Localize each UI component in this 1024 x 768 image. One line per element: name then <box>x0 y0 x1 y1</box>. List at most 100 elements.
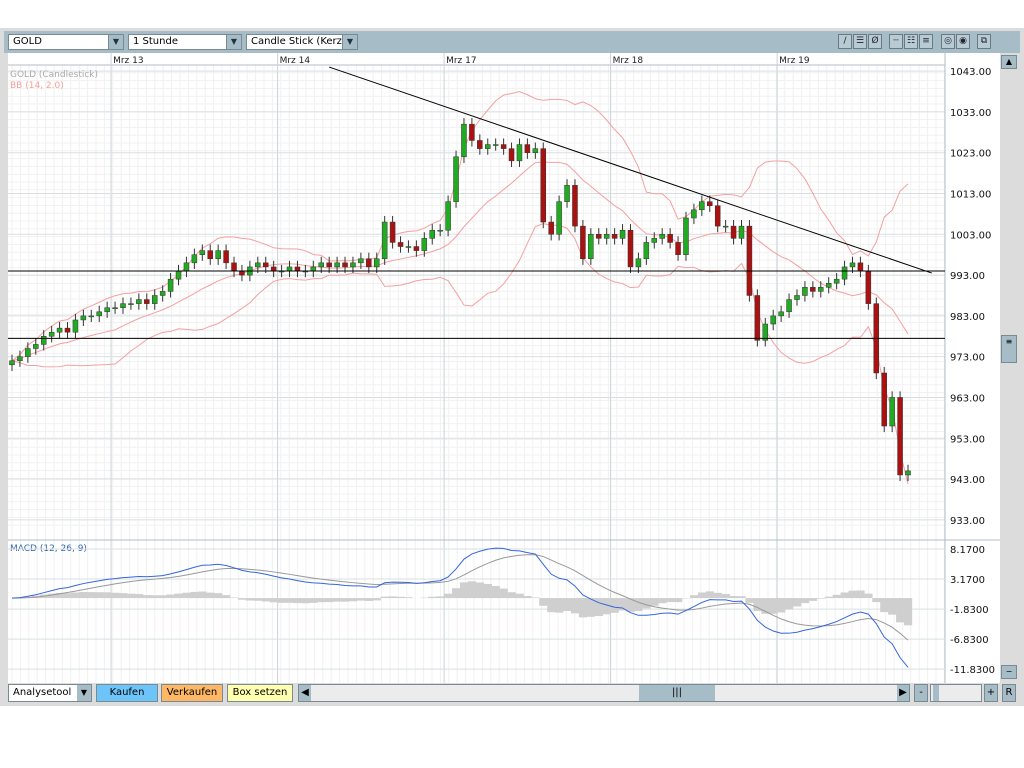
macd-histogram-bar <box>634 598 643 612</box>
candle <box>437 229 443 232</box>
macd-histogram-bar <box>182 592 191 599</box>
globe-icon[interactable]: ◉ <box>956 34 970 49</box>
date-header <box>8 53 945 65</box>
candle <box>48 331 55 337</box>
macd-histogram-bar <box>705 591 714 599</box>
candle <box>849 262 856 268</box>
bottom-bar: Analysetool ▼ Kaufen Verkaufen Box setzen… <box>8 684 1018 704</box>
macd-histogram-bar <box>753 598 762 611</box>
candle <box>897 397 903 476</box>
macd-histogram-bar <box>142 595 151 599</box>
reset-button[interactable]: R <box>1002 684 1016 702</box>
macd-histogram-bar <box>563 598 572 611</box>
macd-histogram-bar <box>309 598 318 603</box>
macd-histogram-bar <box>126 593 136 599</box>
scroll-thumb[interactable]: ≡ <box>1001 335 1017 363</box>
zoom-out-button[interactable]: - <box>914 684 928 702</box>
grid-dashed-icon[interactable]: ☷ <box>904 34 918 49</box>
macd-histogram-bar <box>507 592 516 599</box>
scroll-thumb[interactable]: ||| <box>639 685 715 701</box>
candle <box>865 270 872 304</box>
candle <box>580 225 586 260</box>
macd-histogram-bar <box>713 592 722 599</box>
candle <box>643 242 650 260</box>
macd-histogram-bar <box>785 598 794 610</box>
candle <box>500 144 507 149</box>
macd-histogram-bar <box>166 594 175 599</box>
scroll-left-icon[interactable]: ◀ <box>299 685 311 701</box>
candle <box>667 234 673 243</box>
bb-middle <box>11 161 909 362</box>
horizontal-scrollbar[interactable]: ◀ ||| ▶ <box>298 684 910 702</box>
candle <box>159 291 166 296</box>
interval-select[interactable]: 1 Stunde ▼ <box>128 34 242 50</box>
zoom-in-button[interactable]: + <box>984 684 998 702</box>
zoom-slider-thumb[interactable] <box>933 685 939 701</box>
macd-histogram-bar <box>650 598 659 606</box>
macd-histogram-bar <box>737 596 746 599</box>
fib-tool-icon[interactable]: ☰ <box>853 34 867 49</box>
scroll-right-icon[interactable]: ▶ <box>897 685 909 701</box>
macd-histogram-bar <box>777 598 786 613</box>
grid-dotted-icon[interactable]: ┄ <box>889 34 903 49</box>
candle <box>603 234 610 239</box>
chart-area[interactable]: Mrz 13 Mrz 14 Mrz 17 Mrz 18 Mrz 19 1043.00 103… <box>8 53 1000 683</box>
buy-button[interactable]: Kaufen <box>96 684 158 702</box>
scroll-minus-icon[interactable]: − <box>1001 665 1017 679</box>
chart-svg[interactable]: Mrz 13 Mrz 14 Mrz 17 Mrz 18 Mrz 19 1043.00 103… <box>8 53 1000 683</box>
chevron-down-icon[interactable]: ▼ <box>77 685 91 701</box>
macd-histogram-bar <box>356 598 366 601</box>
candle <box>429 229 435 239</box>
macd-histogram-bar <box>467 581 477 599</box>
macd-histogram-bar <box>396 596 405 599</box>
macd-histogram-bar <box>364 598 374 601</box>
sell-button[interactable]: Verkaufen <box>161 684 223 702</box>
macd-histogram-bar <box>578 598 588 618</box>
chevron-down-icon[interactable]: ▼ <box>342 35 357 49</box>
candle <box>144 299 150 304</box>
candle <box>825 282 832 288</box>
bb-upper <box>11 90 909 362</box>
price-tick: 1013.00 <box>950 189 991 200</box>
candle <box>64 327 71 333</box>
candle <box>294 266 301 272</box>
macd-histogram-bar <box>87 592 96 599</box>
chart-type-select[interactable]: Candle Stick (Kerze ▼ <box>246 34 358 50</box>
channel-tool-icon[interactable]: Ø <box>868 34 882 49</box>
macd-histogram-bar <box>800 598 810 604</box>
candle <box>33 344 39 349</box>
candle <box>659 234 665 239</box>
candle <box>818 287 824 292</box>
candle <box>889 397 895 427</box>
vertical-scrollbar[interactable]: ▲ ≡ − <box>1001 53 1017 683</box>
zoom-slider[interactable] <box>930 684 982 702</box>
grid-solid-icon[interactable]: ≡ <box>919 34 933 49</box>
chevron-down-icon[interactable]: ▼ <box>108 35 123 49</box>
box-button[interactable]: Box setzen <box>227 684 293 702</box>
candle <box>151 295 158 304</box>
analysis-tool-select[interactable]: Analysetool ▼ <box>8 684 92 702</box>
macd-histogram-bar <box>515 593 524 599</box>
macd-histogram-bar <box>63 593 72 599</box>
macd-histogram-bar <box>380 596 389 599</box>
candle <box>635 258 642 268</box>
zoom-icon[interactable]: ◎ <box>941 34 955 49</box>
macd-histogram-bar <box>658 598 667 604</box>
scroll-up-icon[interactable]: ▲ <box>1001 55 1017 69</box>
trend-line <box>329 66 932 274</box>
line-tool-icon[interactable]: / <box>838 34 852 49</box>
macd-histogram-bar <box>111 592 120 599</box>
macd-histogram-bar <box>769 598 778 614</box>
macd-histogram-bar <box>721 593 730 599</box>
macd-histogram-bar <box>848 590 857 599</box>
window-icon[interactable]: ⧉ <box>977 34 991 49</box>
macd-histogram-bar <box>642 598 651 609</box>
candle <box>548 221 554 235</box>
symbol-select[interactable]: GOLD ▼ <box>8 34 124 50</box>
candle <box>366 258 372 268</box>
macd-histogram-bar <box>539 598 548 606</box>
chevron-down-icon[interactable]: ▼ <box>226 35 241 49</box>
macd-histogram-bar <box>214 593 223 599</box>
candle <box>270 266 277 272</box>
macd-histogram-bar <box>531 597 540 599</box>
